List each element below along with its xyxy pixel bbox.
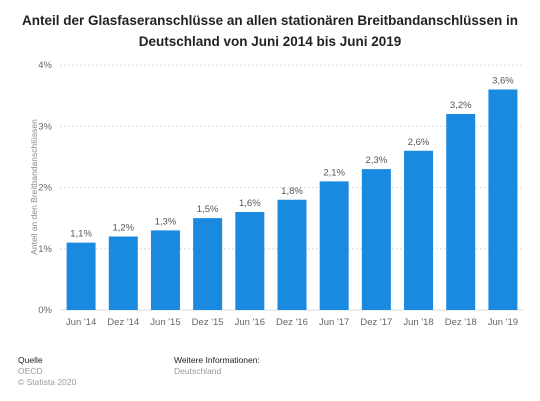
- x-tick-label: Dez '15: [192, 317, 224, 328]
- y-tick-label: 3%: [38, 121, 52, 132]
- bar: [488, 89, 518, 310]
- data-label: 3,6%: [492, 76, 514, 87]
- data-label: 1,6%: [239, 198, 261, 209]
- bar: [108, 236, 138, 310]
- data-label: 3,2%: [450, 100, 472, 111]
- x-tick-label: Dez '16: [276, 317, 308, 328]
- chart-title-line1: Anteil der Glasfaseranschlüsse an allen …: [22, 13, 518, 28]
- chart-title: Anteil der Glasfaseranschlüsse an allen …: [20, 10, 520, 52]
- data-label: 2,3%: [366, 155, 388, 166]
- data-label: 2,1%: [323, 167, 345, 178]
- data-label: 1,3%: [155, 216, 177, 227]
- bar: [319, 181, 349, 310]
- x-tick-label: Jun '19: [488, 317, 518, 328]
- x-tick-label: Dez '18: [445, 317, 477, 328]
- y-tick-label: 0%: [38, 305, 52, 316]
- bar: [277, 199, 307, 310]
- chart-title-line2: Deutschland von Juni 2014 bis Juni 2019: [138, 34, 402, 49]
- y-tick-label: 2%: [38, 183, 52, 194]
- y-axis-label: Anteil an den Breitbandanschlüssen: [29, 119, 39, 255]
- data-label: 1,8%: [281, 186, 303, 197]
- data-label: 1,2%: [112, 223, 134, 234]
- data-label: 1,5%: [197, 204, 219, 215]
- data-label: 1,1%: [70, 229, 92, 240]
- bar: [150, 230, 180, 310]
- bar: [66, 242, 96, 310]
- x-tick-label: Jun '17: [319, 317, 349, 328]
- source-section: Quelle OECD © Statista 2020: [18, 355, 76, 388]
- copyright-note: © Statista 2020: [18, 377, 77, 387]
- bar: [235, 212, 265, 310]
- bar: [404, 150, 434, 310]
- x-tick-label: Jun '14: [66, 317, 96, 328]
- source-name: OECD: [18, 366, 43, 376]
- bar: [361, 169, 391, 310]
- bar: [193, 218, 223, 310]
- source-heading: Quelle: [18, 355, 43, 365]
- x-tick-label: Jun '15: [150, 317, 180, 328]
- x-tick-label: Dez '17: [360, 317, 392, 328]
- info-section: Weitere Informationen: Deutschland: [174, 355, 260, 377]
- y-tick-label: 1%: [38, 244, 52, 255]
- info-text: Deutschland: [174, 366, 222, 376]
- x-tick-label: Dez '14: [107, 317, 139, 328]
- x-tick-label: Jun '18: [403, 317, 433, 328]
- info-heading: Weitere Informationen:: [174, 355, 260, 365]
- bar: [446, 114, 476, 310]
- y-tick-label: 4%: [38, 60, 52, 71]
- x-tick-label: Jun '16: [235, 317, 265, 328]
- data-label: 2,6%: [408, 137, 430, 148]
